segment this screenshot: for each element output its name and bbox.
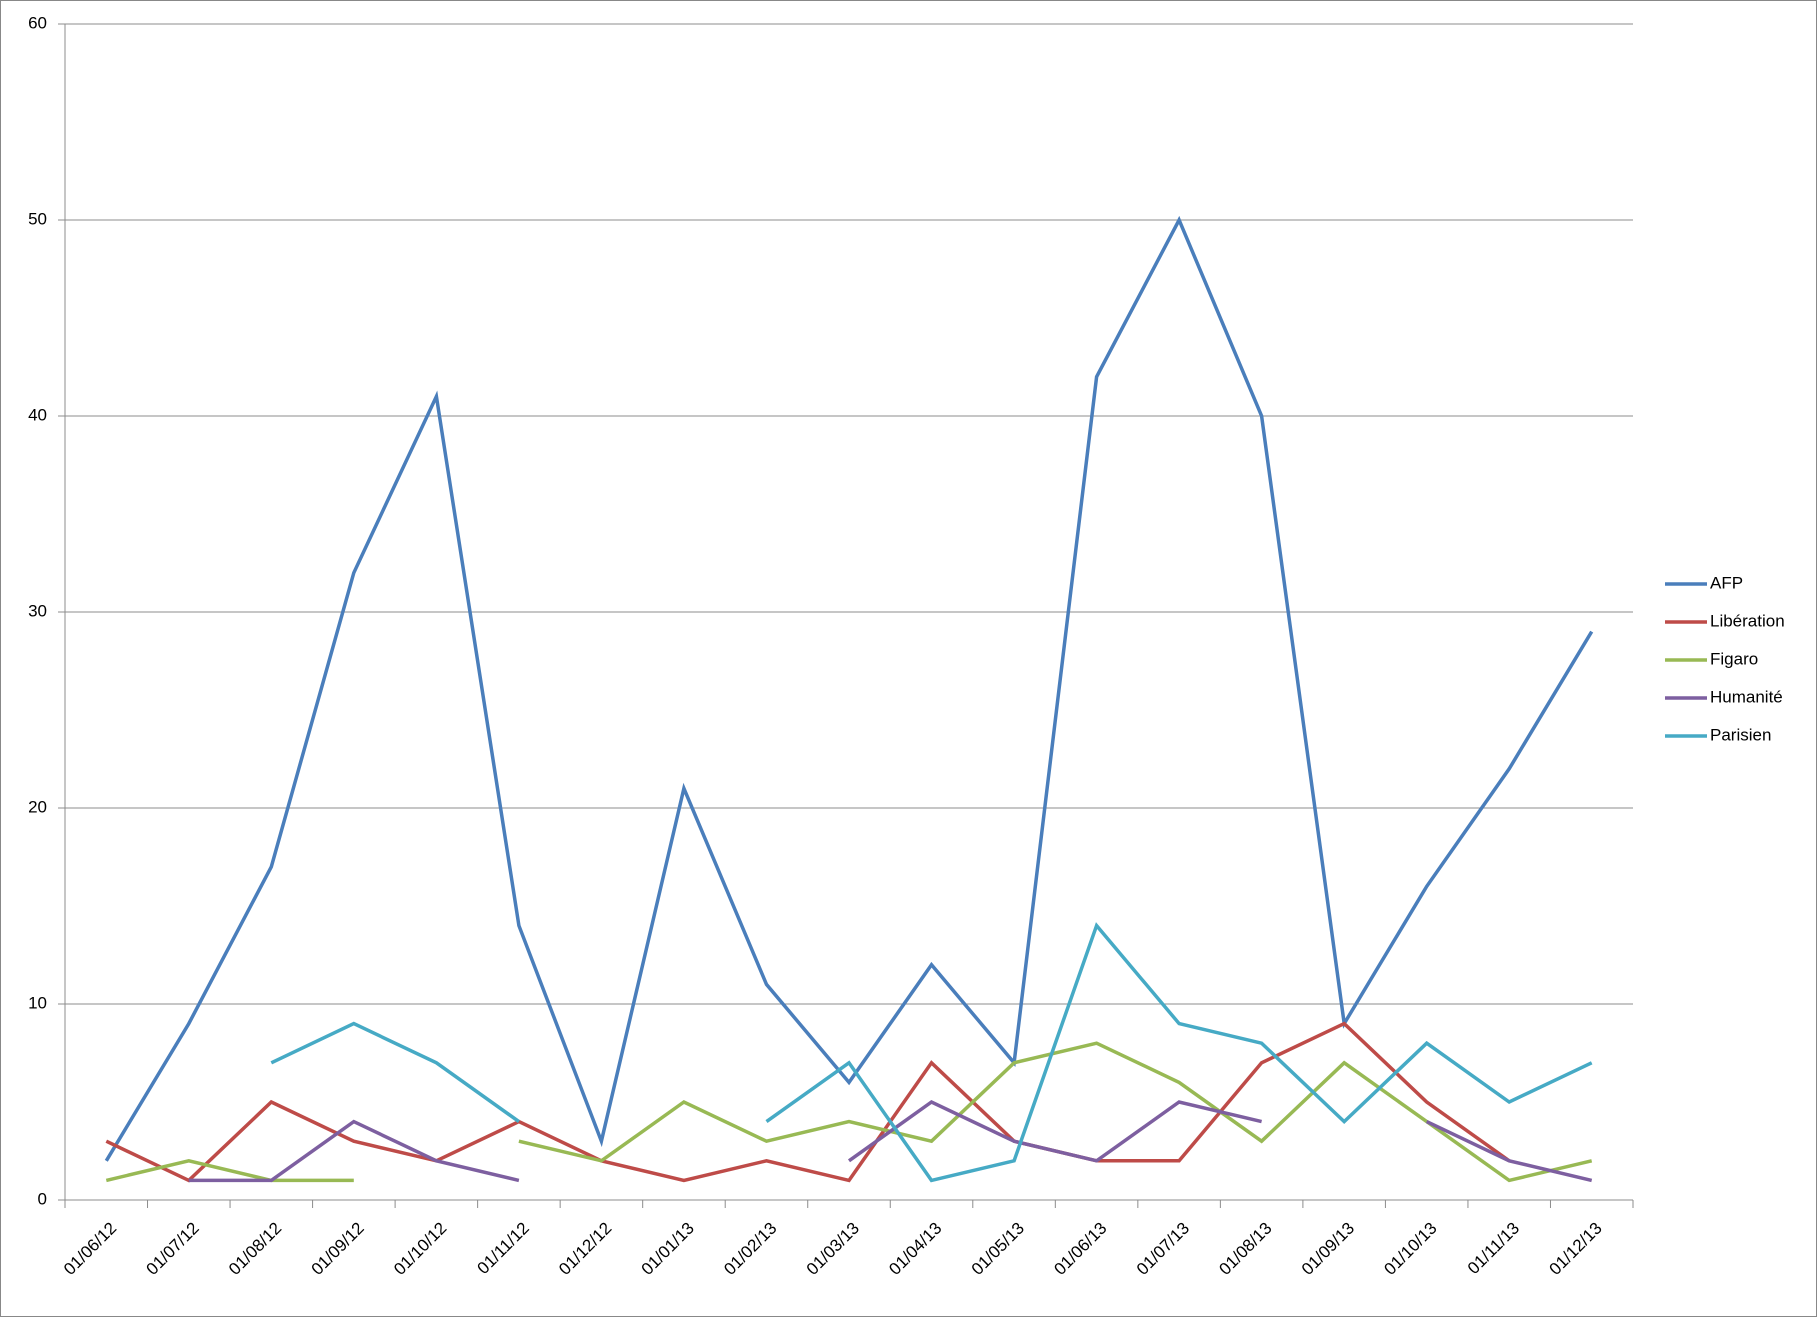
y-tick-label: 10	[28, 993, 47, 1012]
legend-label: Figaro	[1710, 649, 1758, 668]
y-tick-label: 0	[38, 1189, 47, 1208]
legend-label: AFP	[1710, 573, 1743, 592]
legend-label: Parisien	[1710, 725, 1771, 744]
y-tick-label: 60	[28, 13, 47, 32]
y-tick-label: 20	[28, 797, 47, 816]
series-line	[270, 922, 1593, 1183]
series-line	[188, 1099, 1593, 1183]
series-line	[105, 1041, 1593, 1183]
y-tick-label: 30	[28, 601, 47, 620]
y-tick-label: 50	[28, 209, 47, 228]
y-tick-label: 40	[28, 405, 47, 424]
legend-label: Libération	[1710, 611, 1785, 630]
legend-label: Humanité	[1710, 687, 1783, 706]
